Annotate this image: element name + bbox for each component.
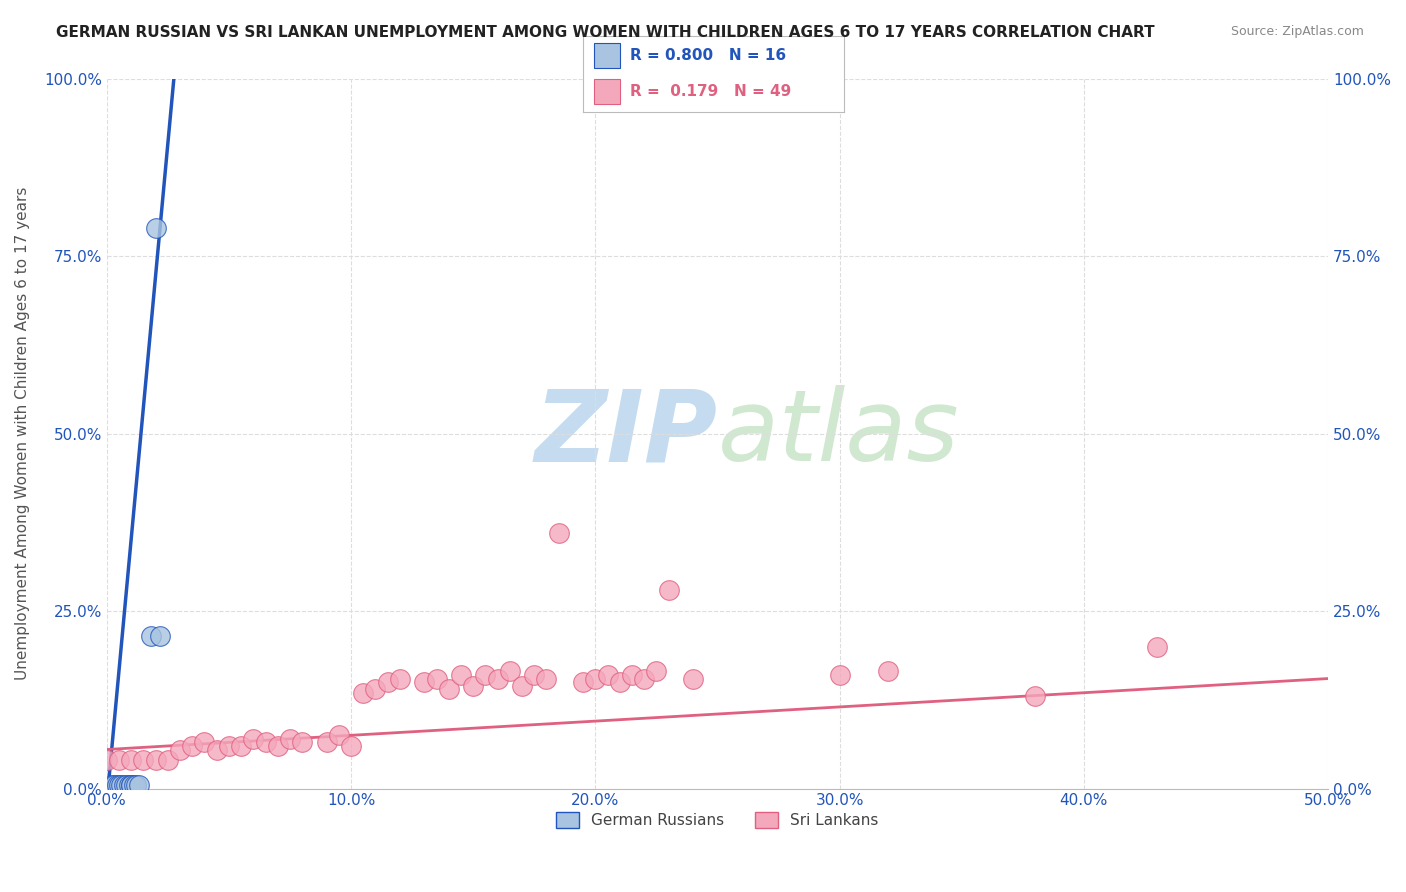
- Point: [510, 679, 533, 693]
- Y-axis label: Unemployment Among Women with Children Ages 6 to 17 years: Unemployment Among Women with Children A…: [15, 187, 30, 681]
- Point: [609, 675, 631, 690]
- Point: [633, 672, 655, 686]
- Point: [682, 672, 704, 686]
- Point: [596, 668, 619, 682]
- Point: [132, 753, 155, 767]
- Point: [100, 778, 122, 792]
- Text: R = 0.800   N = 16: R = 0.800 N = 16: [630, 48, 786, 63]
- Point: [463, 679, 485, 693]
- Point: [145, 221, 167, 235]
- Legend: German Russians, Sri Lankans: German Russians, Sri Lankans: [550, 805, 884, 834]
- Point: [499, 665, 522, 679]
- Point: [474, 668, 496, 682]
- Point: [108, 753, 131, 767]
- Text: Source: ZipAtlas.com: Source: ZipAtlas.com: [1230, 25, 1364, 38]
- Point: [828, 668, 851, 682]
- Point: [352, 686, 374, 700]
- Point: [620, 668, 643, 682]
- Point: [149, 629, 172, 643]
- Bar: [593, 78, 620, 104]
- Point: [96, 753, 118, 767]
- Point: [340, 739, 363, 753]
- Point: [877, 665, 900, 679]
- Point: [437, 682, 460, 697]
- Point: [118, 778, 141, 792]
- Text: atlas: atlas: [717, 385, 959, 483]
- Point: [278, 731, 301, 746]
- Point: [645, 665, 668, 679]
- Point: [572, 675, 595, 690]
- Point: [315, 735, 337, 749]
- Point: [388, 672, 411, 686]
- Bar: [593, 44, 620, 69]
- Point: [193, 735, 215, 749]
- Point: [115, 778, 138, 792]
- Text: R =  0.179   N = 49: R = 0.179 N = 49: [630, 84, 792, 99]
- Point: [364, 682, 387, 697]
- Point: [523, 668, 546, 682]
- Point: [291, 735, 314, 749]
- Point: [125, 778, 148, 792]
- Point: [145, 753, 167, 767]
- Point: [658, 582, 681, 597]
- Point: [105, 778, 128, 792]
- Point: [486, 672, 509, 686]
- Point: [1024, 690, 1046, 704]
- Point: [156, 753, 179, 767]
- Point: [205, 742, 228, 756]
- Point: [450, 668, 472, 682]
- Point: [120, 778, 142, 792]
- Point: [254, 735, 277, 749]
- Point: [218, 739, 240, 753]
- Point: [103, 778, 125, 792]
- Text: ZIP: ZIP: [534, 385, 717, 483]
- Point: [122, 778, 145, 792]
- Point: [128, 778, 150, 792]
- Point: [377, 675, 399, 690]
- Point: [120, 753, 142, 767]
- Point: [413, 675, 436, 690]
- Point: [110, 778, 132, 792]
- Point: [536, 672, 558, 686]
- Point: [425, 672, 447, 686]
- Point: [120, 778, 142, 792]
- Point: [139, 629, 162, 643]
- Point: [583, 672, 606, 686]
- Point: [242, 731, 264, 746]
- Point: [108, 778, 131, 792]
- Point: [267, 739, 290, 753]
- Point: [181, 739, 204, 753]
- Text: GERMAN RUSSIAN VS SRI LANKAN UNEMPLOYMENT AMONG WOMEN WITH CHILDREN AGES 6 TO 17: GERMAN RUSSIAN VS SRI LANKAN UNEMPLOYMEN…: [56, 25, 1154, 40]
- Point: [547, 526, 569, 541]
- Point: [169, 742, 191, 756]
- Point: [328, 728, 350, 742]
- Point: [1146, 640, 1168, 654]
- Point: [229, 739, 252, 753]
- Point: [112, 778, 135, 792]
